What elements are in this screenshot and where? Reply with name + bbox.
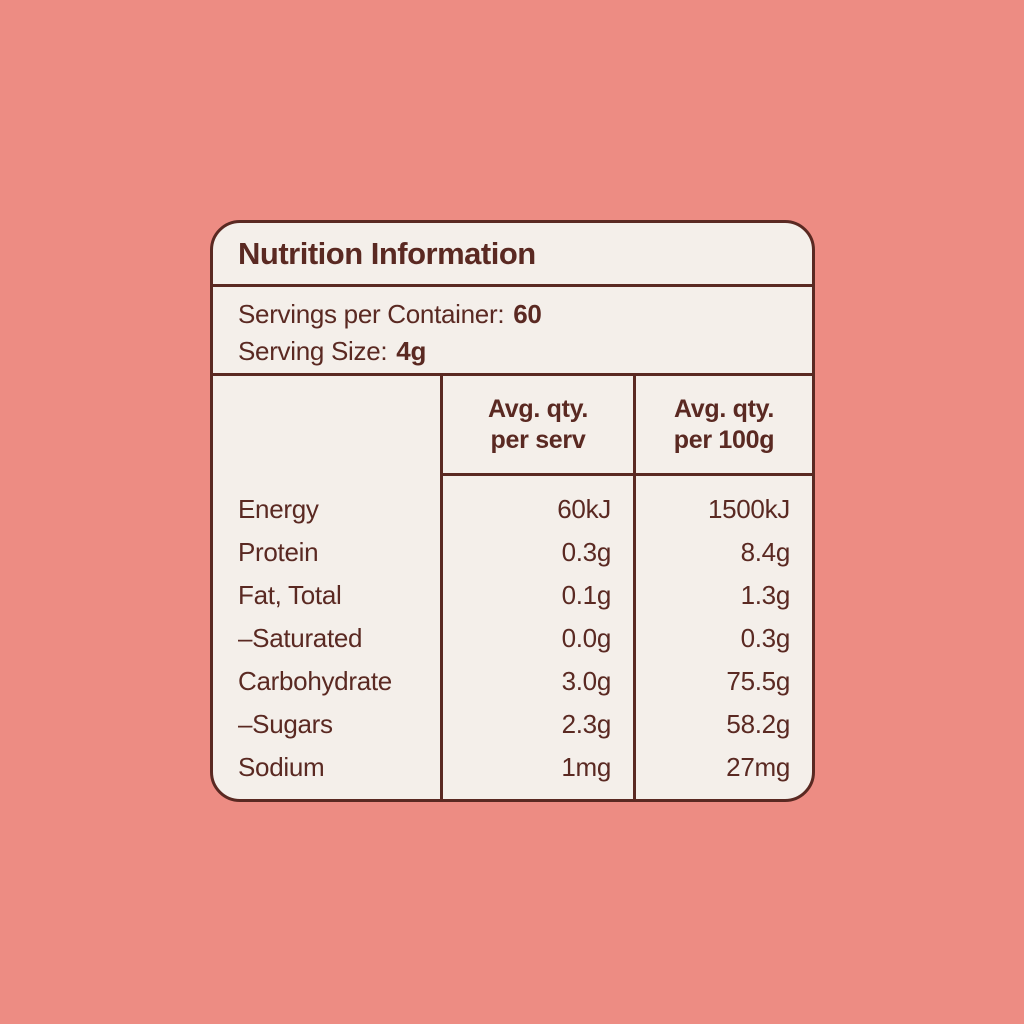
value-sugars-per-serv: 2.3g (561, 709, 612, 739)
nutrient-label-rows: Energy Protein Fat, Total –Saturated Car… (213, 476, 440, 789)
row-label-fat-total: Fat, Total (238, 580, 342, 610)
value-fat-total-per-serv: 0.1g (561, 580, 612, 610)
value-saturated-per-serv: 0.0g (561, 623, 612, 653)
servings-per-container-value: 60 (513, 299, 542, 329)
value-protein-per-100g: 8.4g (740, 537, 791, 567)
serving-size-line: Serving Size: 4g (238, 333, 787, 370)
nutrition-table: Energy Protein Fat, Total –Saturated Car… (213, 373, 812, 799)
value-energy-per-100g: 1500kJ (707, 494, 790, 524)
header-per-serv: Avg. qty. per serv (443, 376, 633, 476)
value-protein-per-serv: 0.3g (561, 537, 612, 567)
servings-info: Servings per Container: 60 Serving Size: 4… (213, 287, 812, 373)
serving-size-label: Serving Size: (238, 336, 388, 366)
serving-size-value: 4g (396, 336, 427, 366)
header-per-serv-line1: Avg. qty. (487, 394, 589, 423)
row-label-carbohydrate: Carbohydrate (238, 666, 392, 696)
row-label-sugars: –Sugars (238, 709, 333, 739)
header-per-100g-line1: Avg. qty. (673, 394, 775, 423)
header-per-100g-line2: per 100g (673, 425, 775, 454)
value-sugars-per-100g: 58.2g (726, 709, 790, 739)
column-per-100g: Avg. qty. per 100g 1500kJ 8.4g 1.3g 0.3g… (633, 376, 812, 799)
value-carbohydrate-per-100g: 75.5g (726, 666, 790, 696)
value-carbohydrate-per-serv: 3.0g (561, 666, 612, 696)
servings-per-container-line: Servings per Container: 60 (238, 296, 787, 333)
row-label-energy: Energy (238, 494, 319, 524)
servings-per-container-label: Servings per Container: (238, 299, 505, 329)
row-label-sodium: Sodium (238, 752, 325, 782)
header-per-serv-line2: per serv (490, 425, 586, 454)
value-saturated-per-100g: 0.3g (740, 623, 791, 653)
nutrition-panel: Nutrition Information Servings per Conta… (210, 220, 815, 802)
per-serv-value-rows: 60kJ 0.3g 0.1g 0.0g 3.0g 2.3g 1mg (443, 476, 633, 789)
row-label-protein: Protein (238, 537, 319, 567)
value-sodium-per-100g: 27mg (726, 752, 790, 782)
column-per-serv: Avg. qty. per serv 60kJ 0.3g 0.1g 0.0g 3… (440, 376, 633, 799)
header-cell-empty (213, 376, 440, 476)
value-energy-per-serv: 60kJ (557, 494, 611, 524)
column-nutrient-labels: Energy Protein Fat, Total –Saturated Car… (213, 376, 440, 799)
value-fat-total-per-100g: 1.3g (740, 580, 791, 610)
value-sodium-per-serv: 1mg (561, 752, 611, 782)
title-band: Nutrition Information (213, 223, 812, 287)
per-100g-value-rows: 1500kJ 8.4g 1.3g 0.3g 75.5g 58.2g 27mg (636, 476, 812, 789)
header-per-100g: Avg. qty. per 100g (636, 376, 812, 476)
page-title: Nutrition Information (238, 235, 536, 271)
row-label-saturated: –Saturated (238, 623, 363, 653)
